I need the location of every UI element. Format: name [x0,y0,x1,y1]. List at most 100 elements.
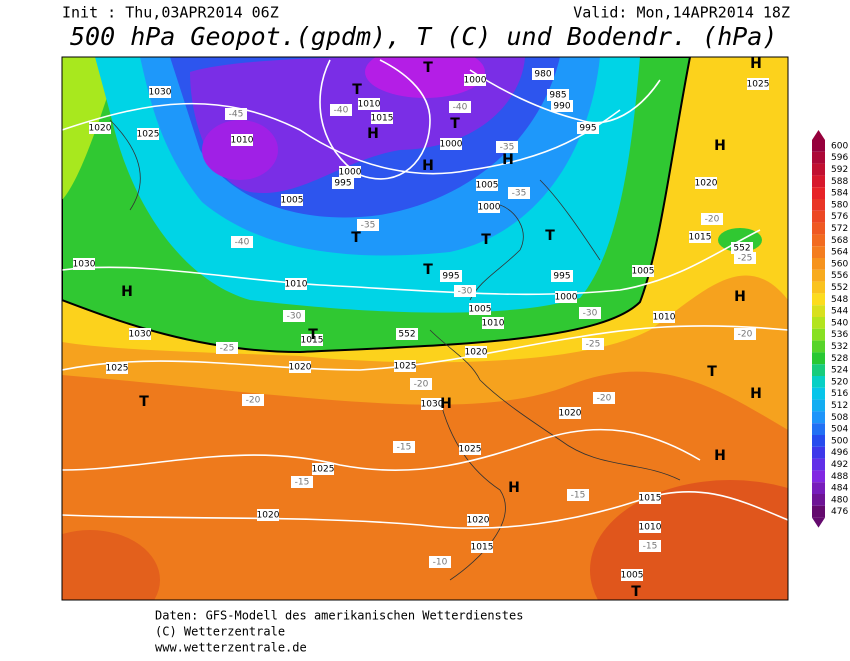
isobar-label: 1025 [312,465,335,475]
isobar-label-box [632,265,654,277]
footer-line: Daten: GFS-Modell des amerikanischen Wet… [155,609,523,623]
colorbar-label: 580 [831,200,848,210]
temperature-label: -10 [433,558,448,568]
temperature-label: -20 [738,330,753,340]
isobar-label-box [532,68,554,80]
temperature-label: -35 [361,221,376,231]
isobar-label: 1025 [747,80,770,90]
isobar-label-box [478,201,500,213]
temperature-label-box [410,378,432,390]
temperature-label-box [734,252,756,264]
isobar-label-box [371,112,393,124]
isobar-label: 990 [553,102,570,112]
colorbar-swatch [812,234,825,247]
isobar-label-box [547,89,569,101]
isobar-label-box [285,278,307,290]
temperature-label-box [567,489,589,501]
temperature-label-box [393,441,415,453]
isobar-label-box [149,86,171,98]
temperature-label: -30 [583,309,598,319]
isobar-label-box [551,270,573,282]
colorbar-label: 532 [831,342,848,352]
temperature-label: -20 [414,380,429,390]
colorbar-label: 528 [831,354,848,364]
colorbar-swatch [812,187,825,199]
isobar-label: 1010 [639,523,662,533]
isobar-label: 1015 [371,114,394,124]
colorbar-label: 520 [831,377,848,387]
isobar-label: 985 [549,91,566,101]
map-frame [61,56,789,601]
colorbar-swatch [812,435,825,447]
isobar-label-box [394,360,416,372]
isobar-label: 1025 [394,362,417,372]
field-warm [62,530,160,600]
temperature-label-box [449,101,471,113]
isobar-label: 1005 [281,196,304,206]
colorbar-swatch [812,293,825,306]
colorbar-label: 540 [831,318,848,328]
colorbar-swatch [812,458,825,471]
colorbar-swatch [812,364,825,376]
isobar-label: 1015 [301,336,324,346]
temperature-label: -20 [705,215,720,225]
map-labels: 1030102010251010100510009951010101510009… [73,56,770,600]
colorbar-label: 576 [831,212,848,222]
colorbar-label: 548 [831,295,848,305]
colorbar-label: 560 [831,259,848,269]
valid-time: Valid: Mon,14APR2014 18Z [573,4,790,22]
temperature-label-box [496,141,518,153]
isobar [319,59,431,180]
pressure-system: H [367,126,379,142]
isobar-label: 1010 [285,280,308,290]
colorbar-swatch [812,258,825,270]
colorbar-swatch [812,151,825,164]
temperature-label-box [330,104,352,116]
temperature-label: -25 [738,254,753,264]
temperature-label-box [225,108,247,120]
isobar-label: 1025 [459,445,482,455]
isobar-label-box [312,463,334,475]
temperature-label: -15 [643,542,658,552]
isobar-label: 1030 [129,330,152,340]
isobar-label: 1030 [73,260,96,270]
isobar-label: 1005 [469,305,492,315]
temperature-label: -30 [458,287,473,297]
isobar-label-box [467,514,489,526]
temperature-label-box [582,338,604,350]
colorbar-swatch [812,175,825,188]
isobar-label: 1000 [440,140,463,150]
colorbar-swatch [812,246,825,258]
isobar-label: 1020 [467,516,490,526]
geopotential-label-box [396,328,418,340]
temperature-label-box [454,285,476,297]
pressure-system: H [734,289,746,305]
colorbar-label: 584 [831,189,848,199]
colorbar-label: 536 [831,330,848,340]
isobar-label: 995 [334,179,351,189]
pressure-system: H [714,138,726,154]
isobar-label-box [301,334,323,346]
isobar-label: 995 [579,124,596,134]
colorbar-label: 568 [831,236,848,246]
geopotential-label-box [731,242,753,254]
colorbar-swatch [812,281,825,294]
colorbar-swatch [812,163,825,176]
isobar [62,428,701,471]
isobar-label-box [73,258,95,270]
temperature-label: -15 [295,478,310,488]
footer-line: (C) Wetterzentrale [155,625,285,639]
temperature-label-box [579,307,601,319]
colorbar-cap [812,517,825,528]
pressure-system: H [440,396,452,412]
pressure-system: T [351,230,361,246]
temperature-label-box [283,310,305,322]
colorbar-label: 508 [831,413,848,423]
colorbar-swatch [812,199,825,211]
isobar-label-box [551,100,573,112]
colorbar-label: 504 [831,425,848,435]
isobar-label-box [476,179,498,191]
isobar-label: 1020 [89,124,112,134]
pressure-system: H [750,386,762,402]
